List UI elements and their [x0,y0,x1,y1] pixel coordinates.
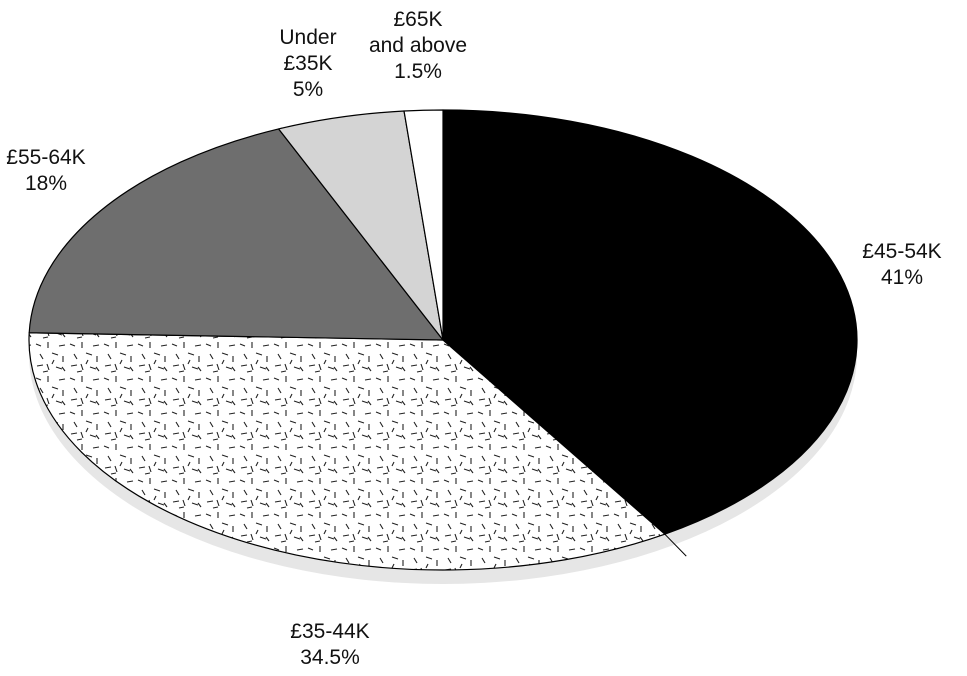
slice-value-label: 18% [25,172,67,195]
slice-name-label: £65K [393,8,442,31]
pie-slices [28,109,858,571]
pie-label-under-35k: Under £35K 5% [279,26,336,101]
pie-slice-45-54k [442,109,858,535]
pie-labels: £45-54K 41% £35-44K 34.5% £55-64K 18% Under £35… [6,8,941,669]
slice-name-label: £55-64K [6,146,85,169]
pie-boundary-leader-line [664,533,687,557]
slice-value-label: 41% [881,266,923,289]
pie-slice-35-44k [28,332,666,571]
slice-value-label: 1.5% [394,60,442,83]
pie-label-35-44k: £35-44K 34.5% [290,620,369,669]
slice-name-label: and above [369,34,467,57]
pie-label-65k-and-above: £65K and above 1.5% [369,8,467,83]
pie-slice-55-64k [28,128,444,341]
slice-name-label: Under [279,26,336,49]
pie-leader-lines [664,533,687,557]
pie-slice-65k-and-above [403,109,444,341]
slice-value-label: 5% [293,78,323,101]
pie-label-45-54k: £45-54K 41% [862,240,941,289]
slice-name-label: £35-44K [290,620,369,643]
slice-value-label: 34.5% [300,646,360,669]
slice-name-label: £35K [283,52,332,75]
slice-name-label: £45-54K [862,240,941,263]
pie-label-55-64k: £55-64K 18% [6,146,85,195]
